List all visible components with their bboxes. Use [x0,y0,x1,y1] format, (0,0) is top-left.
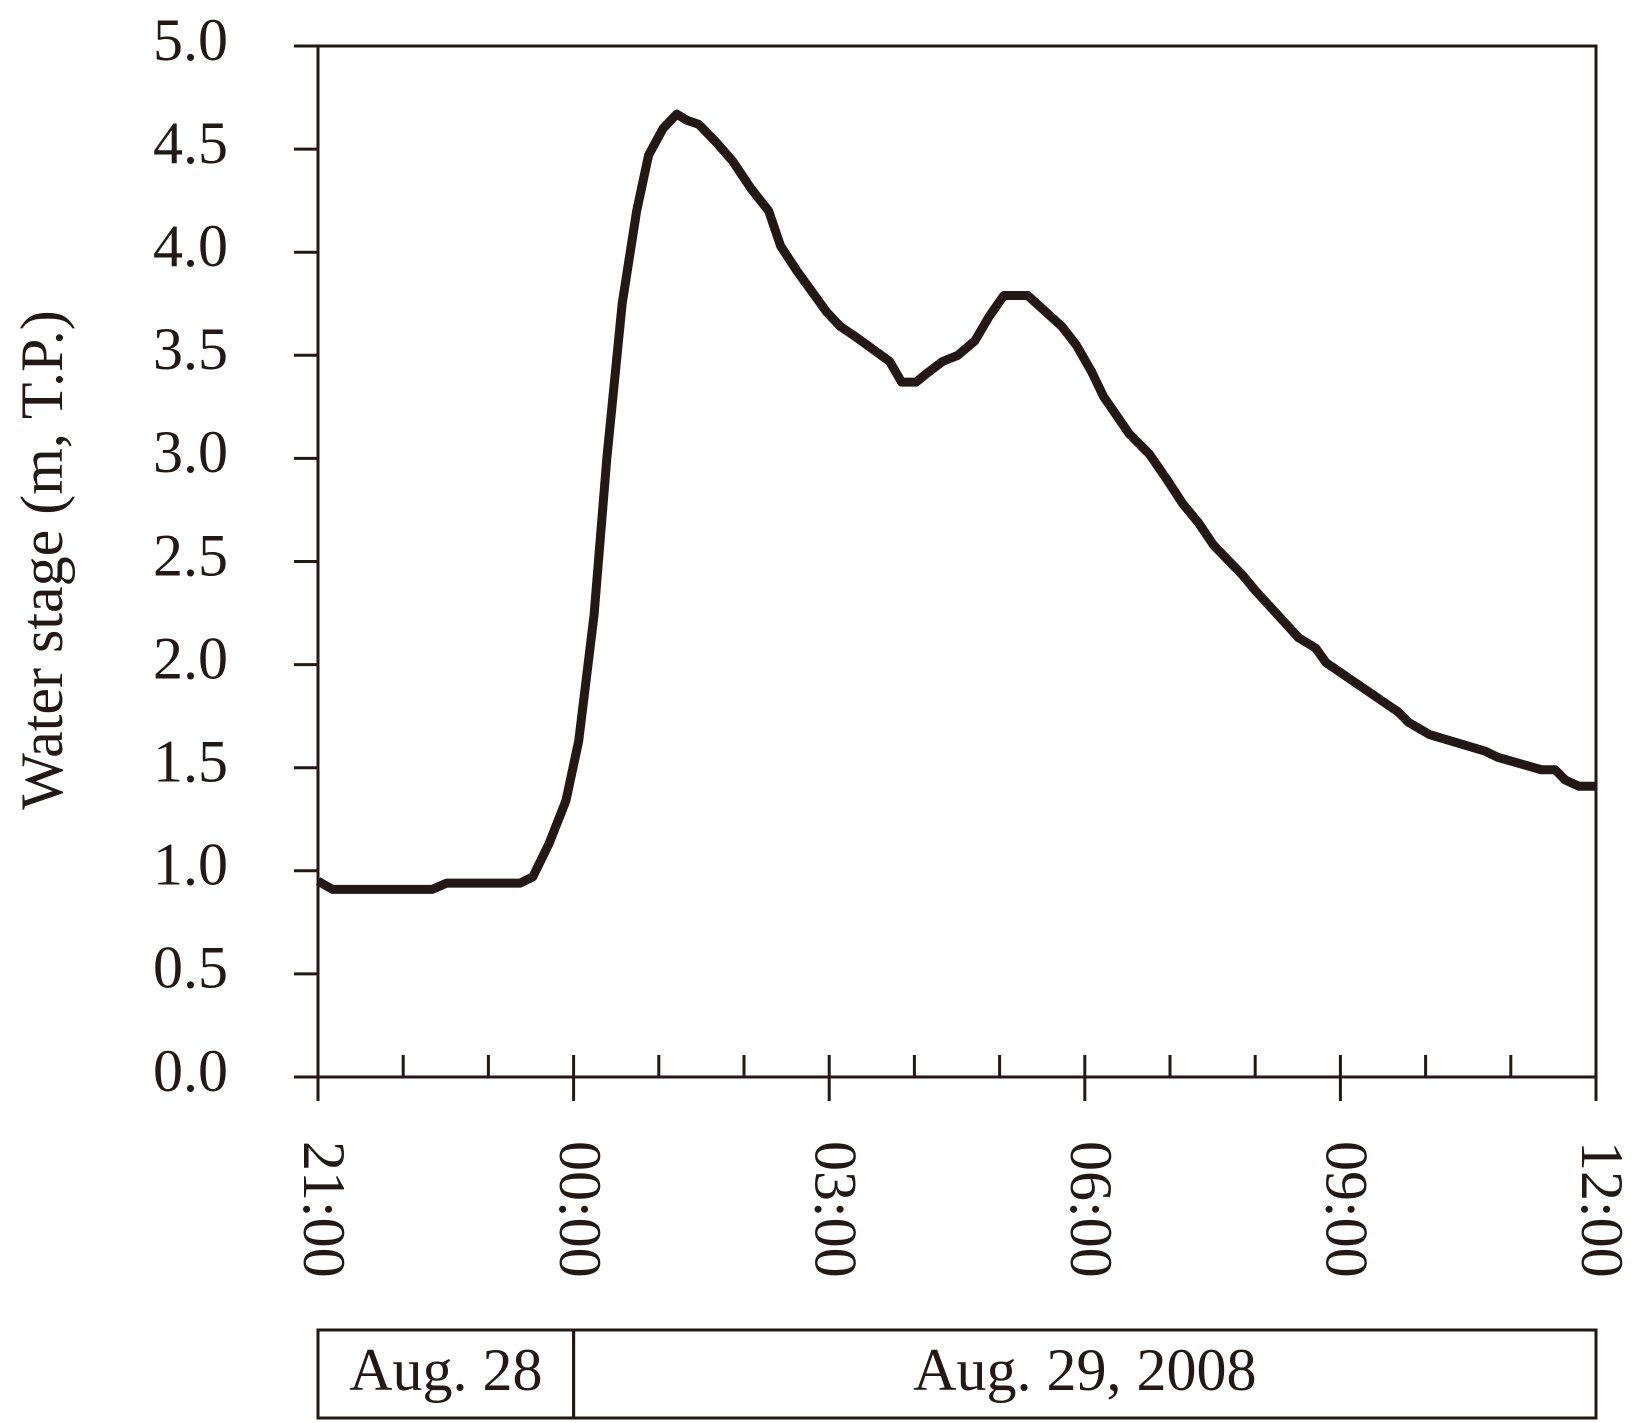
date-label: Aug. 28 [349,1337,542,1403]
y-tick-label: 3.5 [153,316,228,382]
x-tick-label: 21:00 [291,1141,357,1278]
x-tick-label: 09:00 [1314,1141,1380,1278]
x-tick-label: 03:00 [802,1141,868,1278]
x-tick-label: 00:00 [547,1141,613,1278]
y-axis-title: Water stage (m, T.P.) [9,310,75,809]
y-tick-label: 1.5 [153,728,228,794]
date-label: Aug. 29, 2008 [913,1337,1256,1403]
y-tick-label: 4.5 [153,110,228,176]
date-box [572,1328,1598,1420]
y-tick-label: 0.5 [153,935,228,1001]
y-tick-label: 0.0 [153,1038,228,1104]
x-tick-label: 12:00 [1569,1141,1632,1278]
x-tick-label: 06:00 [1058,1141,1124,1278]
y-tick-label: 5.0 [153,7,228,73]
y-tick-label: 2.0 [153,625,228,691]
y-tick-label: 3.0 [153,419,228,485]
y-tick-label: 1.0 [153,832,228,898]
data-line [315,109,1596,894]
y-tick-label: 4.0 [153,213,228,279]
plot-frame [316,44,1598,1079]
y-tick-label: 2.5 [153,522,228,588]
